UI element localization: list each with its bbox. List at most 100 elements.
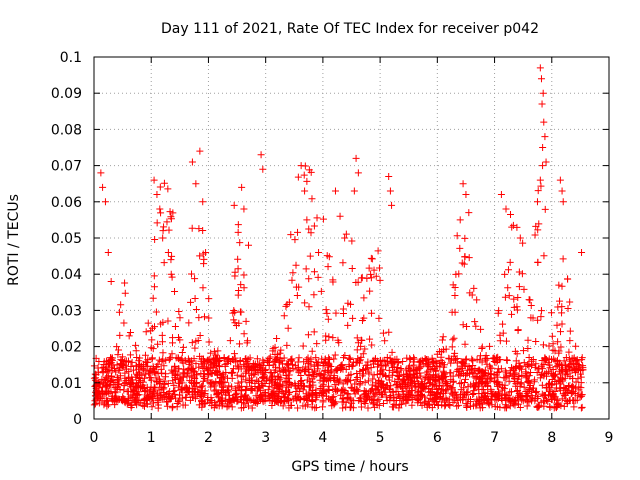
data-point — [91, 370, 99, 378]
data-point — [393, 364, 401, 372]
data-point — [99, 368, 107, 376]
data-point — [503, 373, 511, 381]
data-point — [214, 347, 222, 355]
data-point — [252, 392, 260, 400]
data-point — [439, 394, 447, 402]
data-point — [519, 239, 527, 247]
data-point — [536, 176, 544, 184]
data-point — [485, 401, 493, 409]
data-point — [293, 397, 301, 405]
data-point — [514, 293, 522, 301]
data-point — [452, 270, 460, 278]
data-point — [510, 295, 518, 303]
data-point — [461, 253, 469, 261]
data-point — [462, 355, 470, 363]
data-point — [237, 395, 245, 403]
data-point — [271, 363, 279, 371]
data-point — [266, 353, 274, 361]
data-point — [576, 370, 584, 378]
y-tick-label: 0.1 — [60, 50, 82, 66]
data-point — [205, 314, 213, 322]
data-point — [358, 316, 366, 324]
data-point — [319, 361, 327, 369]
data-point — [230, 316, 238, 324]
data-point — [163, 218, 171, 226]
data-point — [163, 398, 171, 406]
data-point — [374, 247, 382, 255]
data-point — [577, 379, 585, 387]
data-point — [539, 341, 547, 349]
data-point — [509, 365, 517, 373]
data-point — [490, 357, 498, 365]
data-point — [273, 355, 281, 363]
data-point — [271, 351, 279, 359]
data-point — [288, 276, 296, 284]
data-point — [415, 364, 423, 372]
data-point — [545, 355, 553, 363]
data-point — [240, 330, 248, 338]
data-point — [337, 391, 345, 399]
data-point — [556, 176, 564, 184]
data-point — [504, 266, 512, 274]
data-point — [516, 404, 524, 412]
data-point — [508, 223, 516, 231]
data-point — [493, 369, 501, 377]
data-point — [230, 365, 238, 373]
data-point — [577, 391, 585, 399]
data-point — [336, 212, 344, 220]
data-point — [253, 387, 261, 395]
data-point — [479, 404, 487, 412]
data-point — [115, 308, 123, 316]
data-point — [159, 385, 167, 393]
data-point — [556, 377, 564, 385]
data-point — [473, 400, 481, 408]
data-point — [369, 400, 377, 408]
data-point — [112, 392, 120, 400]
data-point — [237, 308, 245, 316]
data-point — [533, 369, 541, 377]
data-point — [153, 392, 161, 400]
x-tick-label: 4 — [318, 430, 327, 446]
data-point — [373, 401, 381, 409]
data-point — [149, 294, 157, 302]
data-point — [294, 404, 302, 412]
data-point — [483, 381, 491, 389]
data-point — [397, 400, 405, 408]
data-point — [234, 265, 242, 273]
data-point — [433, 398, 441, 406]
data-point — [566, 361, 574, 369]
data-point — [518, 365, 526, 373]
data-point — [148, 336, 156, 344]
data-point — [533, 198, 541, 206]
data-point — [325, 333, 333, 341]
data-point — [548, 392, 556, 400]
data-point — [350, 187, 358, 195]
data-point — [372, 272, 380, 280]
y-tick-label: 0.09 — [51, 86, 82, 102]
data-point — [468, 365, 476, 373]
data-point — [433, 389, 441, 397]
data-point — [523, 393, 531, 401]
data-point — [345, 361, 353, 369]
data-point — [231, 390, 239, 398]
data-point — [167, 215, 175, 223]
data-point — [262, 366, 270, 374]
data-point — [104, 375, 112, 383]
data-point — [454, 394, 462, 402]
data-point — [465, 254, 473, 262]
data-point — [531, 397, 539, 405]
data-point — [448, 308, 456, 316]
data-point — [475, 385, 483, 393]
data-point — [397, 364, 405, 372]
data-point — [205, 338, 213, 346]
data-point — [357, 274, 365, 282]
data-point — [472, 402, 480, 410]
data-point — [494, 365, 502, 373]
data-point — [435, 347, 443, 355]
data-point — [367, 270, 375, 278]
data-point — [200, 370, 208, 378]
data-point — [559, 198, 567, 206]
data-point — [245, 241, 252, 249]
data-point — [425, 388, 433, 396]
data-point — [191, 294, 199, 302]
